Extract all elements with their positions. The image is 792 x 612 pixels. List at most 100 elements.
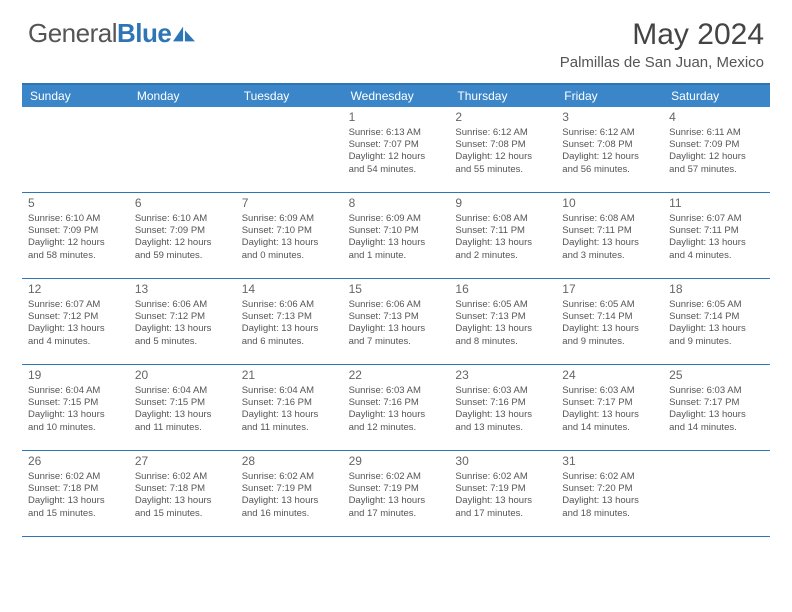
day-number: 7 [242, 196, 337, 212]
calendar-day-cell: 29Sunrise: 6:02 AMSunset: 7:19 PMDayligh… [343, 451, 450, 537]
sun-info: Sunrise: 6:04 AMSunset: 7:16 PMDaylight:… [242, 385, 337, 434]
day-number: 5 [28, 196, 123, 212]
day-number: 30 [455, 454, 550, 470]
day-number: 12 [28, 282, 123, 298]
calendar-day-cell: 3Sunrise: 6:12 AMSunset: 7:08 PMDaylight… [556, 107, 663, 193]
sun-info: Sunrise: 6:03 AMSunset: 7:16 PMDaylight:… [349, 385, 444, 434]
calendar-day-cell: 9Sunrise: 6:08 AMSunset: 7:11 PMDaylight… [449, 193, 556, 279]
logo-text-part1: General [28, 18, 117, 48]
day-number: 4 [669, 110, 764, 126]
dayname-header: Monday [129, 85, 236, 107]
day-number: 26 [28, 454, 123, 470]
calendar-day-cell: 13Sunrise: 6:06 AMSunset: 7:12 PMDayligh… [129, 279, 236, 365]
sun-info: Sunrise: 6:10 AMSunset: 7:09 PMDaylight:… [135, 213, 230, 262]
calendar-day-cell: 10Sunrise: 6:08 AMSunset: 7:11 PMDayligh… [556, 193, 663, 279]
logo: GeneralBlue [28, 18, 195, 49]
calendar-day-cell: 19Sunrise: 6:04 AMSunset: 7:15 PMDayligh… [22, 365, 129, 451]
day-number: 18 [669, 282, 764, 298]
calendar-day-cell: 31Sunrise: 6:02 AMSunset: 7:20 PMDayligh… [556, 451, 663, 537]
calendar-day-cell: 25Sunrise: 6:03 AMSunset: 7:17 PMDayligh… [663, 365, 770, 451]
calendar-week-row: 1Sunrise: 6:13 AMSunset: 7:07 PMDaylight… [22, 107, 770, 193]
sun-info: Sunrise: 6:02 AMSunset: 7:20 PMDaylight:… [562, 471, 657, 520]
calendar-day-cell: 15Sunrise: 6:06 AMSunset: 7:13 PMDayligh… [343, 279, 450, 365]
day-number: 24 [562, 368, 657, 384]
calendar-day-cell: 27Sunrise: 6:02 AMSunset: 7:18 PMDayligh… [129, 451, 236, 537]
sun-info: Sunrise: 6:03 AMSunset: 7:16 PMDaylight:… [455, 385, 550, 434]
day-number: 11 [669, 196, 764, 212]
sail-icon [173, 26, 195, 42]
calendar-day-cell: 24Sunrise: 6:03 AMSunset: 7:17 PMDayligh… [556, 365, 663, 451]
sun-info: Sunrise: 6:04 AMSunset: 7:15 PMDaylight:… [28, 385, 123, 434]
calendar-day-cell: 23Sunrise: 6:03 AMSunset: 7:16 PMDayligh… [449, 365, 556, 451]
day-number: 1 [349, 110, 444, 126]
dayname-header: Thursday [449, 85, 556, 107]
dayname-header: Sunday [22, 85, 129, 107]
calendar-day-cell: 8Sunrise: 6:09 AMSunset: 7:10 PMDaylight… [343, 193, 450, 279]
title-block: May 2024 Palmillas de San Juan, Mexico [560, 18, 764, 71]
calendar-day-cell: 11Sunrise: 6:07 AMSunset: 7:11 PMDayligh… [663, 193, 770, 279]
calendar-week-row: 5 Sunrise: 6:10 AMSunset: 7:09 PMDaylight… [22, 193, 770, 279]
header: GeneralBlue May 2024 Palmillas de San Ju… [0, 0, 792, 75]
day-number: 21 [242, 368, 337, 384]
sun-info: Sunrise: 6:03 AMSunset: 7:17 PMDaylight:… [669, 385, 764, 434]
day-number: 28 [242, 454, 337, 470]
logo-text: GeneralBlue [28, 18, 171, 49]
calendar-empty-cell [236, 107, 343, 193]
day-number: 20 [135, 368, 230, 384]
day-number: 23 [455, 368, 550, 384]
calendar-day-cell: 6Sunrise: 6:10 AMSunset: 7:09 PMDaylight… [129, 193, 236, 279]
calendar-weeks: 1Sunrise: 6:13 AMSunset: 7:07 PMDaylight… [22, 107, 770, 537]
sun-info: Sunrise: 6:02 AMSunset: 7:19 PMDaylight:… [349, 471, 444, 520]
sun-info: Sunrise: 6:02 AMSunset: 7:18 PMDaylight:… [28, 471, 123, 520]
sun-info: Sunrise: 6:11 AMSunset: 7:09 PMDaylight:… [669, 127, 764, 176]
calendar-day-cell: 16Sunrise: 6:05 AMSunset: 7:13 PMDayligh… [449, 279, 556, 365]
day-number: 3 [562, 110, 657, 126]
calendar-day-cell: 5Sunrise: 6:10 AMSunset: 7:09 PMDaylight… [22, 193, 129, 279]
calendar-day-cell: 26Sunrise: 6:02 AMSunset: 7:18 PMDayligh… [22, 451, 129, 537]
day-number: 29 [349, 454, 444, 470]
sun-info: Sunrise: 6:05 AMSunset: 7:13 PMDaylight:… [455, 299, 550, 348]
sun-info: Sunrise: 6:04 AMSunset: 7:15 PMDaylight:… [135, 385, 230, 434]
day-number: 10 [562, 196, 657, 212]
calendar-day-cell: 28Sunrise: 6:02 AMSunset: 7:19 PMDayligh… [236, 451, 343, 537]
sun-info: Sunrise: 6:12 AMSunset: 7:08 PMDaylight:… [455, 127, 550, 176]
sun-info: Sunrise: 6:02 AMSunset: 7:19 PMDaylight:… [455, 471, 550, 520]
calendar-empty-cell [129, 107, 236, 193]
day-number: 31 [562, 454, 657, 470]
calendar-week-row: 26Sunrise: 6:02 AMSunset: 7:18 PMDayligh… [22, 451, 770, 537]
dayname-header-row: SundayMondayTuesdayWednesdayThursdayFrid… [22, 85, 770, 107]
calendar-day-cell: 14Sunrise: 6:06 AMSunset: 7:13 PMDayligh… [236, 279, 343, 365]
sun-info: Sunrise: 6:05 AMSunset: 7:14 PMDaylight:… [669, 299, 764, 348]
calendar-day-cell: 1Sunrise: 6:13 AMSunset: 7:07 PMDaylight… [343, 107, 450, 193]
dayname-header: Tuesday [236, 85, 343, 107]
calendar-empty-cell [22, 107, 129, 193]
calendar-week-row: 12Sunrise: 6:07 AMSunset: 7:12 PMDayligh… [22, 279, 770, 365]
calendar-day-cell: 22Sunrise: 6:03 AMSunset: 7:16 PMDayligh… [343, 365, 450, 451]
calendar-day-cell: 2Sunrise: 6:12 AMSunset: 7:08 PMDaylight… [449, 107, 556, 193]
sun-info: Sunrise: 6:03 AMSunset: 7:17 PMDaylight:… [562, 385, 657, 434]
dayname-header: Saturday [663, 85, 770, 107]
day-number: 6 [135, 196, 230, 212]
day-number: 2 [455, 110, 550, 126]
sun-info: Sunrise: 6:08 AMSunset: 7:11 PMDaylight:… [455, 213, 550, 262]
sun-info: Sunrise: 6:09 AMSunset: 7:10 PMDaylight:… [242, 213, 337, 262]
day-number: 22 [349, 368, 444, 384]
sun-info: Sunrise: 6:06 AMSunset: 7:13 PMDaylight:… [242, 299, 337, 348]
day-number: 15 [349, 282, 444, 298]
dayname-header: Friday [556, 85, 663, 107]
day-number: 17 [562, 282, 657, 298]
logo-text-part2: Blue [117, 18, 171, 48]
sun-info: Sunrise: 6:06 AMSunset: 7:12 PMDaylight:… [135, 299, 230, 348]
calendar-day-cell: 17Sunrise: 6:05 AMSunset: 7:14 PMDayligh… [556, 279, 663, 365]
sun-info: Sunrise: 6:12 AMSunset: 7:08 PMDaylight:… [562, 127, 657, 176]
sun-info: Sunrise: 6:09 AMSunset: 7:10 PMDaylight:… [349, 213, 444, 262]
day-number: 16 [455, 282, 550, 298]
calendar-day-cell: 12Sunrise: 6:07 AMSunset: 7:12 PMDayligh… [22, 279, 129, 365]
calendar-day-cell: 21Sunrise: 6:04 AMSunset: 7:16 PMDayligh… [236, 365, 343, 451]
location: Palmillas de San Juan, Mexico [560, 54, 764, 71]
sun-info: Sunrise: 6:02 AMSunset: 7:18 PMDaylight:… [135, 471, 230, 520]
day-number: 14 [242, 282, 337, 298]
sun-info: Sunrise: 6:07 AMSunset: 7:11 PMDaylight:… [669, 213, 764, 262]
day-number: 8 [349, 196, 444, 212]
calendar: SundayMondayTuesdayWednesdayThursdayFrid… [22, 83, 770, 537]
